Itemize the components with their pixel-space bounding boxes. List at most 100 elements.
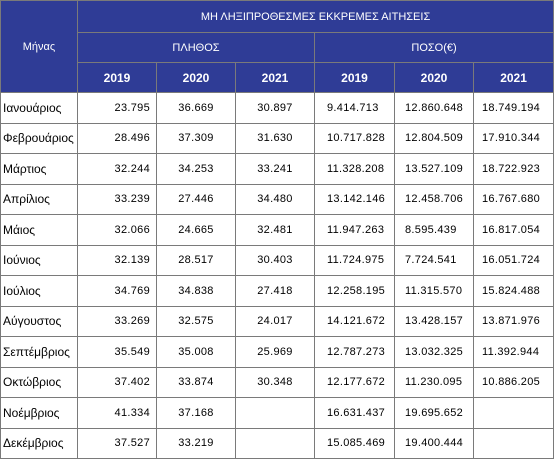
table-row: Μάιος 32.066 24.665 32.481 11.947.263 8.…: [0, 214, 554, 246]
amount-cell: 13.871.976: [472, 305, 554, 337]
amount-cell: 11.315.570: [394, 275, 474, 307]
table-row: Ιούνιος 32.139 28.517 30.403 11.724.975 …: [0, 244, 554, 276]
count-cell: 32.066: [77, 214, 157, 246]
count-cell: 35.008: [156, 336, 236, 368]
month-cell: Νοέμβριος: [0, 397, 78, 429]
amount-cell: 18.722.923: [472, 153, 554, 185]
count-cell: 30.403: [235, 244, 315, 276]
count-cell: 23.795: [77, 92, 157, 124]
amount-cell: 11.230.095: [394, 366, 474, 398]
count-cell: 27.418: [235, 275, 315, 307]
count-year-header-2021: 2021: [235, 62, 315, 93]
month-cell: Σεπτέμβριος: [0, 336, 78, 368]
count-cell: 24.665: [156, 214, 236, 246]
amount-cell: 14.121.672: [314, 305, 395, 337]
amount-cell: 9.414.713: [314, 92, 395, 124]
month-column-header: Μήνας: [0, 0, 78, 93]
month-cell: Απρίλιος: [0, 183, 78, 215]
count-cell: 28.496: [77, 122, 157, 154]
count-year-header-2020: 2020: [156, 62, 236, 93]
count-cell: 24.017: [235, 305, 315, 337]
count-cell: 32.575: [156, 305, 236, 337]
count-cell: 35.549: [77, 336, 157, 368]
amount-cell: 12.860.648: [394, 92, 474, 124]
count-cell: 33.241: [235, 153, 315, 185]
count-cell: 41.334: [77, 397, 157, 429]
amount-year-header-2021: 2021: [472, 62, 554, 93]
table-row: Δεκέμβριος 37.527 33.219 15.085.469 19.4…: [0, 427, 554, 459]
count-cell: 37.527: [77, 427, 157, 459]
amount-cell: 13.527.109: [394, 153, 474, 185]
amount-year-header-2020: 2020: [394, 62, 474, 93]
amount-cell: 12.458.706: [394, 183, 474, 215]
month-cell: Ιούλιος: [0, 275, 78, 307]
count-cell: 32.244: [77, 153, 157, 185]
amount-cell: [472, 397, 554, 429]
count-year-header-2019: 2019: [77, 62, 157, 93]
count-cell: 32.481: [235, 214, 315, 246]
count-cell: 30.897: [235, 92, 315, 124]
amount-group-header: ΠΟΣΟ(€): [313, 32, 554, 63]
count-cell: 37.168: [156, 397, 236, 429]
count-cell: 34.838: [156, 275, 236, 307]
amount-cell: 18.749.194: [472, 92, 554, 124]
amount-cell: 11.947.263: [314, 214, 395, 246]
amount-cell: 16.767.680: [472, 183, 554, 215]
amount-cell: 15.824.488: [472, 275, 554, 307]
amount-cell: 19.695.652: [394, 397, 474, 429]
count-cell: 31.630: [235, 122, 315, 154]
count-cell: 27.446: [156, 183, 236, 215]
month-cell: Μάρτιος: [0, 153, 78, 185]
amount-cell: 17.910.344: [472, 122, 554, 154]
table-row: Ιανουάριος 23.795 36.669 30.897 9.414.71…: [0, 92, 554, 124]
amount-cell: 19.400.444: [394, 427, 474, 459]
amount-cell: 12.804.509: [394, 122, 474, 154]
month-cell: Οκτώβριος: [0, 366, 78, 398]
table-row: Φεβρουάριος 28.496 37.309 31.630 10.717.…: [0, 122, 554, 154]
amount-cell: 10.886.205: [472, 366, 554, 398]
count-cell: 34.769: [77, 275, 157, 307]
count-cell: 33.269: [77, 305, 157, 337]
amount-cell: 13.032.325: [394, 336, 474, 368]
amount-cell: 11.724.975: [314, 244, 395, 276]
table-row: Αύγουστος 33.269 32.575 24.017 14.121.67…: [0, 305, 554, 337]
month-cell: Ιούνιος: [0, 244, 78, 276]
amount-cell: 13.428.157: [394, 305, 474, 337]
count-cell: 25.969: [235, 336, 315, 368]
count-cell: 37.309: [156, 122, 236, 154]
amount-cell: 11.392.944: [472, 336, 554, 368]
month-cell: Αύγουστος: [0, 305, 78, 337]
table-row: Ιούλιος 34.769 34.838 27.418 12.258.195 …: [0, 275, 554, 307]
amount-year-header-2019: 2019: [314, 62, 395, 93]
month-cell: Μάιος: [0, 214, 78, 246]
month-cell: Φεβρουάριος: [0, 122, 78, 154]
amount-cell: 16.631.437: [314, 397, 395, 429]
amount-cell: 15.085.469: [314, 427, 395, 459]
amount-cell: 11.328.208: [314, 153, 395, 185]
month-cell: Ιανουάριος: [0, 92, 78, 124]
count-cell: 28.517: [156, 244, 236, 276]
amount-cell: 16.817.054: [472, 214, 554, 246]
table-body: Ιανουάριος 23.795 36.669 30.897 9.414.71…: [0, 92, 554, 459]
count-cell: 37.402: [77, 366, 157, 398]
amount-cell: 16.051.724: [472, 244, 554, 276]
table-row: Οκτώβριος 37.402 33.874 30.348 12.177.67…: [0, 366, 554, 398]
amount-cell: 12.787.273: [314, 336, 395, 368]
count-cell: 34.253: [156, 153, 236, 185]
table-title: ΜΗ ΛΗΞΙΠΡΟΘΕΣΜΕΣ ΕΚΚΡΕΜΕΣ ΑΙΤΗΣΕΙΣ: [76, 0, 554, 33]
month-cell: Δεκέμβριος: [0, 427, 78, 459]
count-cell: 36.669: [156, 92, 236, 124]
amount-cell: 13.142.146: [314, 183, 395, 215]
count-cell: 33.874: [156, 366, 236, 398]
amount-cell: 7.724.541: [394, 244, 474, 276]
table-row: Σεπτέμβριος 35.549 35.008 25.969 12.787.…: [0, 336, 554, 368]
count-cell: [235, 397, 315, 429]
amount-cell: 12.258.195: [314, 275, 395, 307]
count-cell: [235, 427, 315, 459]
count-cell: 34.480: [235, 183, 315, 215]
amount-cell: [472, 427, 554, 459]
table-row: Απρίλιος 33.239 27.446 34.480 13.142.146…: [0, 183, 554, 215]
count-cell: 30.348: [235, 366, 315, 398]
amount-cell: 8.595.439: [394, 214, 474, 246]
